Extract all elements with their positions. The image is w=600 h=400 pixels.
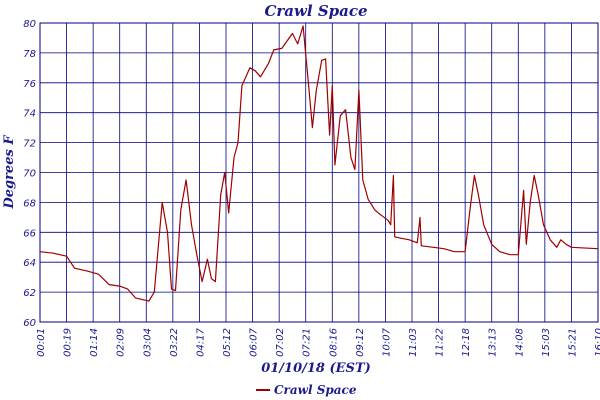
x-tick-label: 11:22 [435, 328, 446, 357]
grid [39, 22, 599, 323]
x-tick-label: 00:19 [63, 328, 74, 357]
y-axis-label: Degrees F [2, 135, 17, 210]
y-tick-label: 66 [23, 228, 36, 239]
y-tick-label: 72 [23, 139, 36, 150]
plot-frame [39, 22, 599, 323]
x-tick-label: 07:21 [302, 328, 313, 357]
x-tick-label: 11:03 [408, 328, 419, 357]
series-line-crawl-space [39, 25, 599, 302]
legend: Crawl Space [256, 383, 357, 397]
x-tick-label: 03:22 [169, 328, 180, 357]
x-tick-label: 03:04 [142, 328, 153, 357]
x-tick-label: 06:07 [249, 327, 260, 356]
y-ticks: 60 62 64 66 68 70 72 74 76 78 80 [23, 19, 36, 329]
y-tick-label: 70 [23, 169, 36, 180]
x-tick-label: 09:12 [355, 328, 366, 357]
x-tick-label: 14:08 [514, 328, 525, 357]
x-ticks: 00:01 00:19 01:14 02:09 03:04 03:22 04:17 05:12… [36, 327, 600, 356]
x-tick-label: 07:02 [275, 328, 286, 357]
y-tick-label: 62 [23, 288, 36, 299]
x-tick-label: 01:14 [89, 328, 100, 357]
y-tick-label: 64 [23, 258, 36, 269]
y-tick-label: 68 [23, 198, 36, 209]
series-group [39, 25, 599, 302]
legend-label: Crawl Space [274, 383, 357, 397]
y-tick-label: 74 [23, 109, 36, 120]
y-tick-label: 76 [23, 79, 36, 90]
x-tick-label: 00:01 [36, 328, 47, 357]
x-tick-label: 15:03 [541, 328, 552, 357]
x-tick-label: 15:21 [567, 328, 578, 357]
x-tick-label: 04:17 [195, 327, 206, 356]
x-tick-label: 08:16 [328, 328, 339, 357]
chart-title: Crawl Space [264, 2, 367, 20]
x-tick-label: 12:18 [461, 328, 472, 357]
x-tick-label: 10:07 [381, 327, 392, 356]
y-tick-label: 78 [23, 49, 36, 60]
x-axis-label: 01/10/18 (EST) [261, 361, 371, 376]
x-tick-label: 13:13 [488, 328, 499, 357]
x-tick-label: 05:12 [222, 328, 233, 357]
x-tick-label: 02:09 [116, 328, 127, 357]
y-tick-label: 60 [23, 318, 36, 329]
y-tick-label: 80 [23, 19, 36, 30]
x-tick-label: 16:10 [594, 328, 600, 357]
